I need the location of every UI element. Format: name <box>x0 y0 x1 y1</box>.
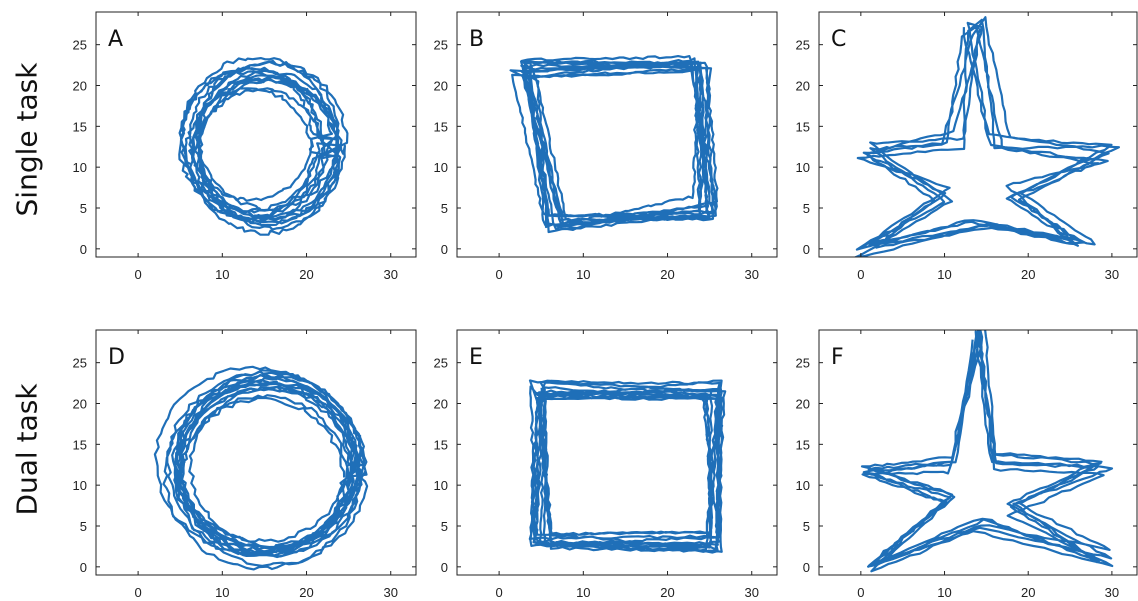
x-tick-label: 10 <box>937 585 951 600</box>
x-tick-label: 10 <box>215 585 229 600</box>
trajectory-line-b <box>509 55 719 234</box>
y-tick-label: 15 <box>73 119 87 134</box>
y-tick-label: 15 <box>434 119 448 134</box>
y-tick-label: 25 <box>73 356 87 371</box>
y-tick-label: 0 <box>803 560 810 575</box>
x-tick-label: 20 <box>660 267 674 282</box>
x-tick-label: 0 <box>495 267 502 282</box>
x-tick-label: 10 <box>576 585 590 600</box>
y-tick-label: 10 <box>796 478 810 493</box>
y-tick-label: 0 <box>441 560 448 575</box>
panel-letter-c: C <box>831 27 846 52</box>
axes-box <box>818 11 1138 258</box>
x-tick-label: 30 <box>745 267 759 282</box>
y-tick-label: 5 <box>441 201 448 216</box>
panel-c: 0 10 20 30 0 5 10 15 20 25 C <box>796 11 1138 282</box>
y-tick-label: 25 <box>796 356 810 371</box>
trajectory-line-a <box>178 57 349 236</box>
y-tick-label: 15 <box>796 119 810 134</box>
y-tick-label: 5 <box>80 519 87 534</box>
x-tick-label: 0 <box>857 585 864 600</box>
x-tick-label: 20 <box>1021 585 1035 600</box>
panel-b: 0 10 20 30 0 5 10 15 20 25 B <box>434 11 778 282</box>
x-tick-label: 30 <box>384 585 398 600</box>
panel-a: 0 10 20 30 0 5 10 15 20 25 A <box>73 11 417 282</box>
x-tick-label: 30 <box>1105 585 1119 600</box>
y-tick-label: 5 <box>80 201 87 216</box>
panel-letter-b: B <box>469 27 484 52</box>
x-tick-label: 0 <box>134 585 141 600</box>
axes-box <box>456 11 778 258</box>
x-tick-label: 20 <box>299 585 313 600</box>
panel-letter-e: E <box>469 345 483 370</box>
x-tick-label: 30 <box>745 585 759 600</box>
y-tick-label: 20 <box>73 79 87 94</box>
y-tick-label: 20 <box>434 79 448 94</box>
y-tick-label: 0 <box>803 242 810 257</box>
panel-d: 0 10 20 30 0 5 10 15 20 25 D <box>73 329 417 600</box>
trajectory-line-e <box>528 379 727 554</box>
y-tick-label: 10 <box>73 160 87 175</box>
y-tick-label: 10 <box>73 478 87 493</box>
axes-box <box>95 329 417 576</box>
y-tick-label: 15 <box>73 437 87 452</box>
y-tick-label: 20 <box>796 79 810 94</box>
y-tick-label: 20 <box>434 397 448 412</box>
trajectory-line-f <box>860 330 1114 573</box>
axes-box <box>818 329 1138 576</box>
axes-box <box>95 11 417 258</box>
x-tick-label: 0 <box>857 267 864 282</box>
x-tick-label: 10 <box>215 267 229 282</box>
x-tick-label: 20 <box>1021 267 1035 282</box>
y-tick-label: 15 <box>796 437 810 452</box>
y-tick-label: 0 <box>441 242 448 257</box>
y-tick-label: 15 <box>434 437 448 452</box>
y-tick-label: 25 <box>434 356 448 371</box>
x-tick-label: 0 <box>495 585 502 600</box>
panel-letter-f: F <box>831 345 844 370</box>
x-tick-label: 30 <box>384 267 398 282</box>
y-tick-label: 25 <box>73 38 87 53</box>
panel-e: 0 10 20 30 0 5 10 15 20 25 E <box>434 329 778 600</box>
y-tick-label: 5 <box>803 519 810 534</box>
y-tick-label: 5 <box>803 201 810 216</box>
y-tick-label: 0 <box>80 242 87 257</box>
trajectory-line-c <box>853 16 1120 257</box>
y-tick-label: 20 <box>73 397 87 412</box>
y-tick-label: 5 <box>441 519 448 534</box>
x-tick-label: 10 <box>576 267 590 282</box>
panel-letter-a: A <box>108 27 123 52</box>
y-tick-label: 10 <box>796 160 810 175</box>
y-tick-label: 10 <box>434 160 448 175</box>
panel-letter-d: D <box>108 345 125 370</box>
x-tick-label: 10 <box>937 267 951 282</box>
x-tick-label: 0 <box>134 267 141 282</box>
x-tick-label: 30 <box>1105 267 1119 282</box>
axes-box <box>456 329 778 576</box>
trajectory-line-d <box>153 365 369 571</box>
x-tick-label: 20 <box>299 267 313 282</box>
panel-f: 0 10 20 30 0 5 10 15 20 25 F <box>796 329 1138 600</box>
y-tick-label: 25 <box>796 38 810 53</box>
x-tick-label: 20 <box>660 585 674 600</box>
y-tick-label: 10 <box>434 478 448 493</box>
y-tick-label: 20 <box>796 397 810 412</box>
y-tick-label: 25 <box>434 38 448 53</box>
y-tick-label: 0 <box>80 560 87 575</box>
